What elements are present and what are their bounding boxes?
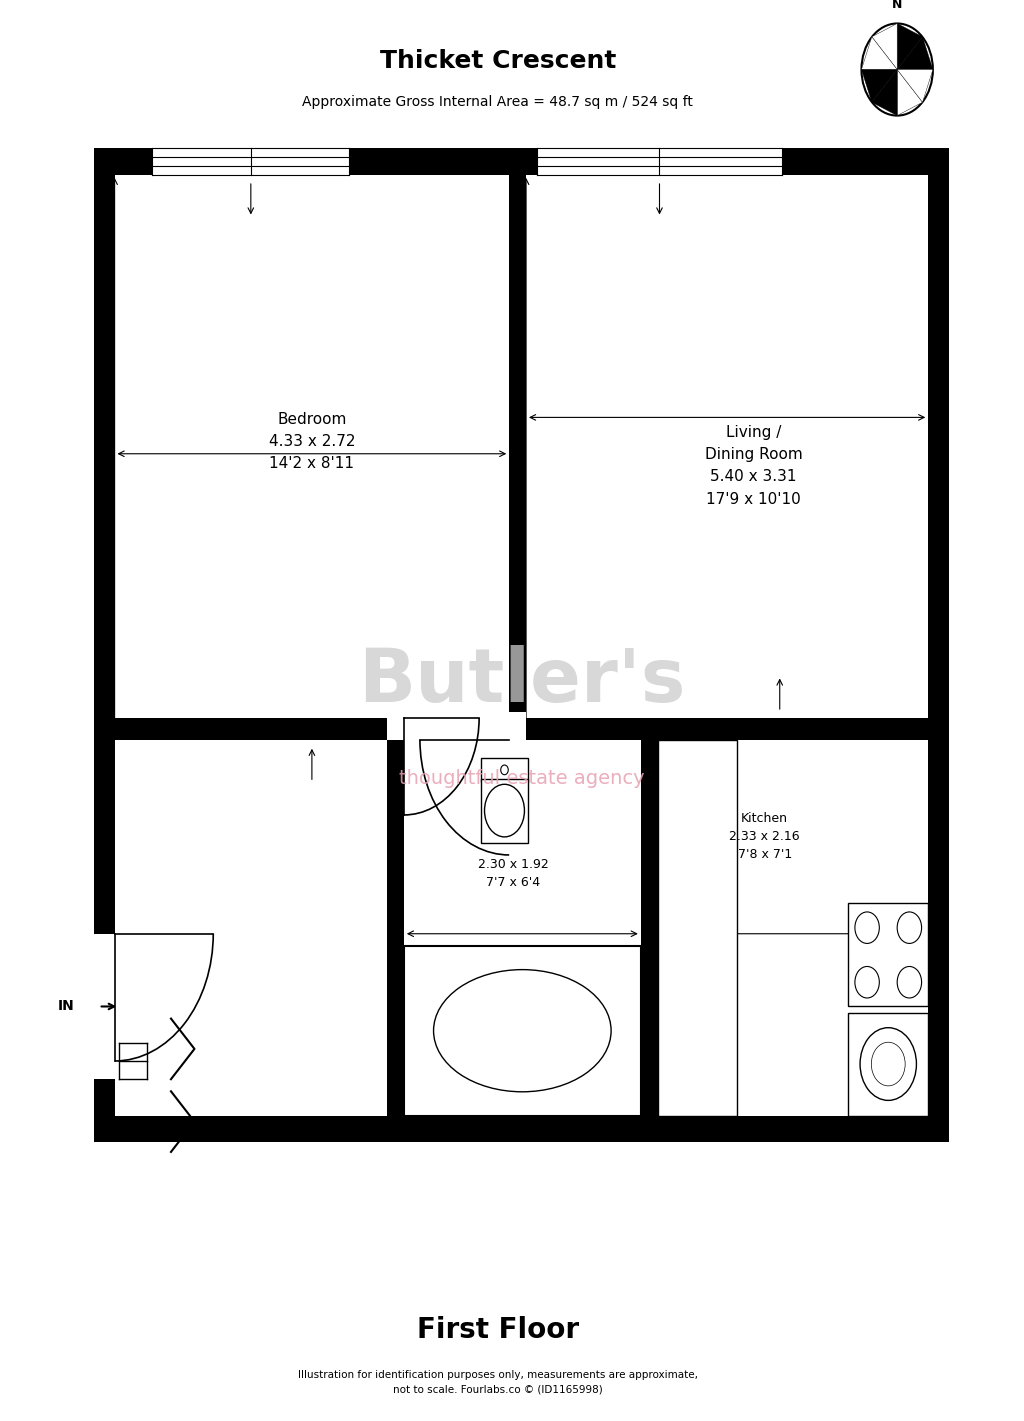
Circle shape (860, 1027, 916, 1100)
Text: Living /
Dining Room
5.40 x 3.31
17'9 x 10'10: Living / Dining Room 5.40 x 3.31 17'9 x … (705, 425, 803, 507)
Bar (387, 712, 526, 740)
Bar (89, 934, 120, 1079)
Text: Thicket Crescent: Thicket Crescent (380, 50, 616, 72)
Bar (403, 718, 641, 740)
Circle shape (855, 966, 880, 998)
Circle shape (897, 912, 922, 944)
Bar (481, 757, 528, 782)
Bar (509, 175, 526, 733)
Polygon shape (897, 70, 933, 102)
Text: N: N (892, 0, 902, 10)
Polygon shape (871, 70, 897, 115)
Polygon shape (861, 37, 897, 70)
Circle shape (501, 764, 508, 774)
Bar (115, 175, 928, 1115)
Bar (94, 718, 509, 740)
Text: 2.30 x 1.92
7'7 x 6'4: 2.30 x 1.92 7'7 x 6'4 (477, 858, 548, 888)
Text: Butler's: Butler's (357, 645, 685, 718)
Polygon shape (897, 70, 923, 115)
Bar (538, 136, 781, 175)
Text: Kitchen
2.33 x 2.16
7'8 x 7'1: Kitchen 2.33 x 2.16 7'8 x 7'1 (729, 813, 800, 861)
Text: Approximate Gross Internal Area = 48.7 sq m / 524 sq ft: Approximate Gross Internal Area = 48.7 s… (302, 95, 693, 109)
Bar (657, 718, 928, 740)
Bar (387, 718, 526, 740)
Ellipse shape (433, 969, 611, 1091)
Bar (848, 1013, 928, 1115)
Bar (481, 779, 528, 843)
Polygon shape (897, 24, 923, 70)
Bar (94, 148, 949, 1142)
Bar (657, 740, 737, 1115)
Bar (387, 740, 403, 1115)
Circle shape (855, 912, 880, 944)
Text: IN: IN (57, 999, 74, 1013)
Text: Bedroom
4.33 x 2.72
14'2 x 8'11: Bedroom 4.33 x 2.72 14'2 x 8'11 (268, 412, 355, 472)
Bar (403, 946, 641, 1115)
Ellipse shape (484, 784, 524, 837)
Circle shape (871, 1042, 905, 1086)
Circle shape (861, 24, 933, 115)
Bar (153, 136, 349, 175)
Text: Illustration for identification purposes only, measurements are approximate,
not: Illustration for identification purposes… (298, 1370, 698, 1394)
Bar (848, 904, 928, 1006)
Polygon shape (897, 37, 933, 70)
Circle shape (897, 966, 922, 998)
Text: First Floor: First Floor (417, 1316, 579, 1344)
Polygon shape (861, 70, 897, 102)
Text: thoughtful estate agency: thoughtful estate agency (398, 769, 644, 789)
Polygon shape (871, 24, 897, 70)
Bar (641, 718, 657, 1115)
